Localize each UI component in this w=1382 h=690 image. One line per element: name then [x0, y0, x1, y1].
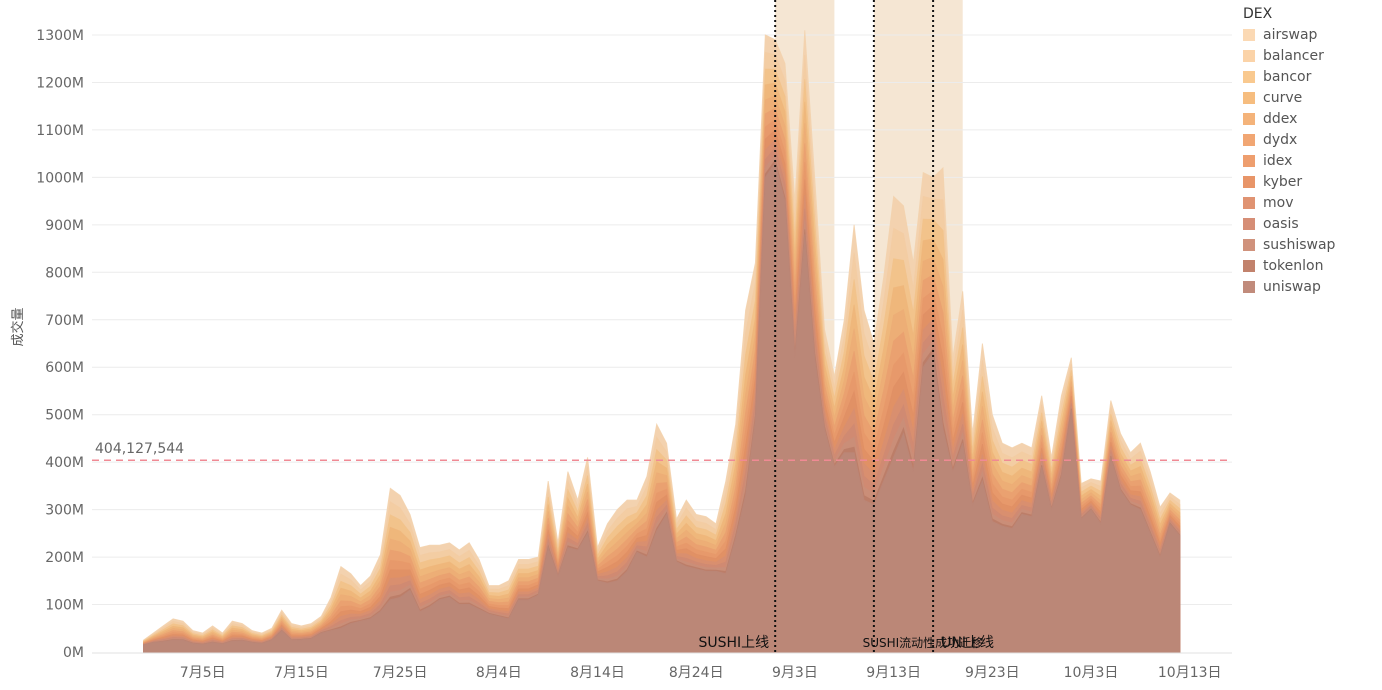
legend-swatch — [1243, 133, 1255, 146]
y-tick-label: 1200M — [36, 75, 84, 91]
event-label: SUSHI流动性成功迁移 — [863, 636, 984, 650]
legend-label: kyber — [1263, 173, 1303, 190]
legend-label: uniswap — [1263, 278, 1321, 295]
legend: DEX airswap balancer bancor curve ddex dydx id… — [1243, 4, 1335, 297]
area-uniswap — [143, 162, 1181, 653]
legend-item-airswap: airswap — [1243, 24, 1335, 45]
legend-label: curve — [1263, 89, 1303, 106]
legend-items: airswap balancer bancor curve ddex dydx idex ky… — [1243, 24, 1335, 297]
y-tick-label: 1300M — [36, 28, 84, 44]
legend-swatch — [1243, 91, 1255, 104]
legend-label: bancor — [1263, 68, 1312, 85]
gridlines — [92, 34, 1232, 606]
legend-label: ddex — [1263, 110, 1298, 127]
legend-label: sushiswap — [1263, 236, 1336, 253]
x-tick-label: 7月5日 — [180, 665, 226, 681]
legend-swatch — [1243, 70, 1255, 83]
legend-title: DEX — [1243, 6, 1273, 22]
event-label: UNI上线 — [941, 635, 994, 651]
x-tick-label: 7月15日 — [274, 665, 329, 681]
y-tick-label: 400M — [45, 455, 84, 471]
x-tick-label: 10月3日 — [1064, 665, 1119, 681]
x-tick-label: 9月3日 — [772, 665, 818, 681]
legend-swatch — [1243, 238, 1255, 251]
y-tick-label: 900M — [45, 218, 84, 234]
legend-item-idex: idex — [1243, 150, 1335, 171]
x-tick-label: 10月13日 — [1158, 665, 1222, 681]
legend-label: airswap — [1263, 26, 1318, 43]
y-tick-label: 0M — [63, 645, 84, 661]
y-tick-label: 1000M — [36, 170, 84, 186]
legend-item-sushiswap: sushiswap — [1243, 234, 1335, 255]
x-tick-label: 8月14日 — [570, 665, 625, 681]
legend-item-mov: mov — [1243, 192, 1335, 213]
legend-item-bancor: bancor — [1243, 66, 1335, 87]
legend-label: idex — [1263, 152, 1293, 169]
x-tick-label: 9月13日 — [866, 665, 921, 681]
legend-item-balancer: balancer — [1243, 45, 1335, 66]
x-tick-label: 9月23日 — [965, 665, 1020, 681]
legend-item-oasis: oasis — [1243, 213, 1335, 234]
reference-line-label: 404,127,544 — [95, 441, 184, 457]
event-label: SUSHI上线 — [698, 635, 769, 651]
legend-item-ddex: ddex — [1243, 108, 1335, 129]
legend-item-curve: curve — [1243, 87, 1335, 108]
legend-swatch — [1243, 175, 1255, 188]
x-axis: 7月5日 7月15日 7月25日 8月4日 8月14日 8月24日 9月3日 9月13日 9月2… — [92, 652, 1232, 681]
legend-label: tokenlon — [1263, 257, 1324, 274]
legend-swatch — [1243, 196, 1255, 209]
y-tick-label: 300M — [45, 503, 84, 519]
y-tick-label: 1100M — [36, 123, 84, 139]
reference-line-group: 404,127,544 — [92, 441, 1232, 461]
legend-swatch — [1243, 112, 1255, 125]
legend-swatch — [1243, 259, 1255, 272]
legend-item-dydx: dydx — [1243, 129, 1335, 150]
legend-item-kyber: kyber — [1243, 171, 1335, 192]
legend-item-uniswap: uniswap — [1243, 276, 1335, 297]
y-tick-label: 800M — [45, 265, 84, 281]
y-tick-label: 600M — [45, 360, 84, 376]
legend-swatch — [1243, 154, 1255, 167]
x-tick-label: 8月4日 — [476, 665, 522, 681]
y-axis-title: 成交量 — [10, 307, 26, 346]
area-series — [143, 30, 1181, 653]
legend-swatch — [1243, 49, 1255, 62]
y-tick-label: 100M — [45, 598, 84, 614]
x-tick-label: 7月25日 — [373, 665, 428, 681]
y-tick-label: 700M — [45, 313, 84, 329]
legend-label: balancer — [1263, 47, 1324, 64]
x-tick-label: 8月24日 — [669, 665, 724, 681]
y-tick-label: 200M — [45, 550, 84, 566]
y-axis: 0M 100M 200M 300M 400M 500M 600M 700M 800M 900M 10… — [36, 28, 84, 661]
legend-swatch — [1243, 217, 1255, 230]
y-tick-label: 500M — [45, 408, 84, 424]
legend-item-tokenlon: tokenlon — [1243, 255, 1335, 276]
legend-label: mov — [1263, 194, 1294, 211]
legend-label: dydx — [1263, 131, 1298, 148]
legend-swatch — [1243, 28, 1255, 41]
legend-label: oasis — [1263, 215, 1299, 232]
legend-swatch — [1243, 280, 1255, 293]
